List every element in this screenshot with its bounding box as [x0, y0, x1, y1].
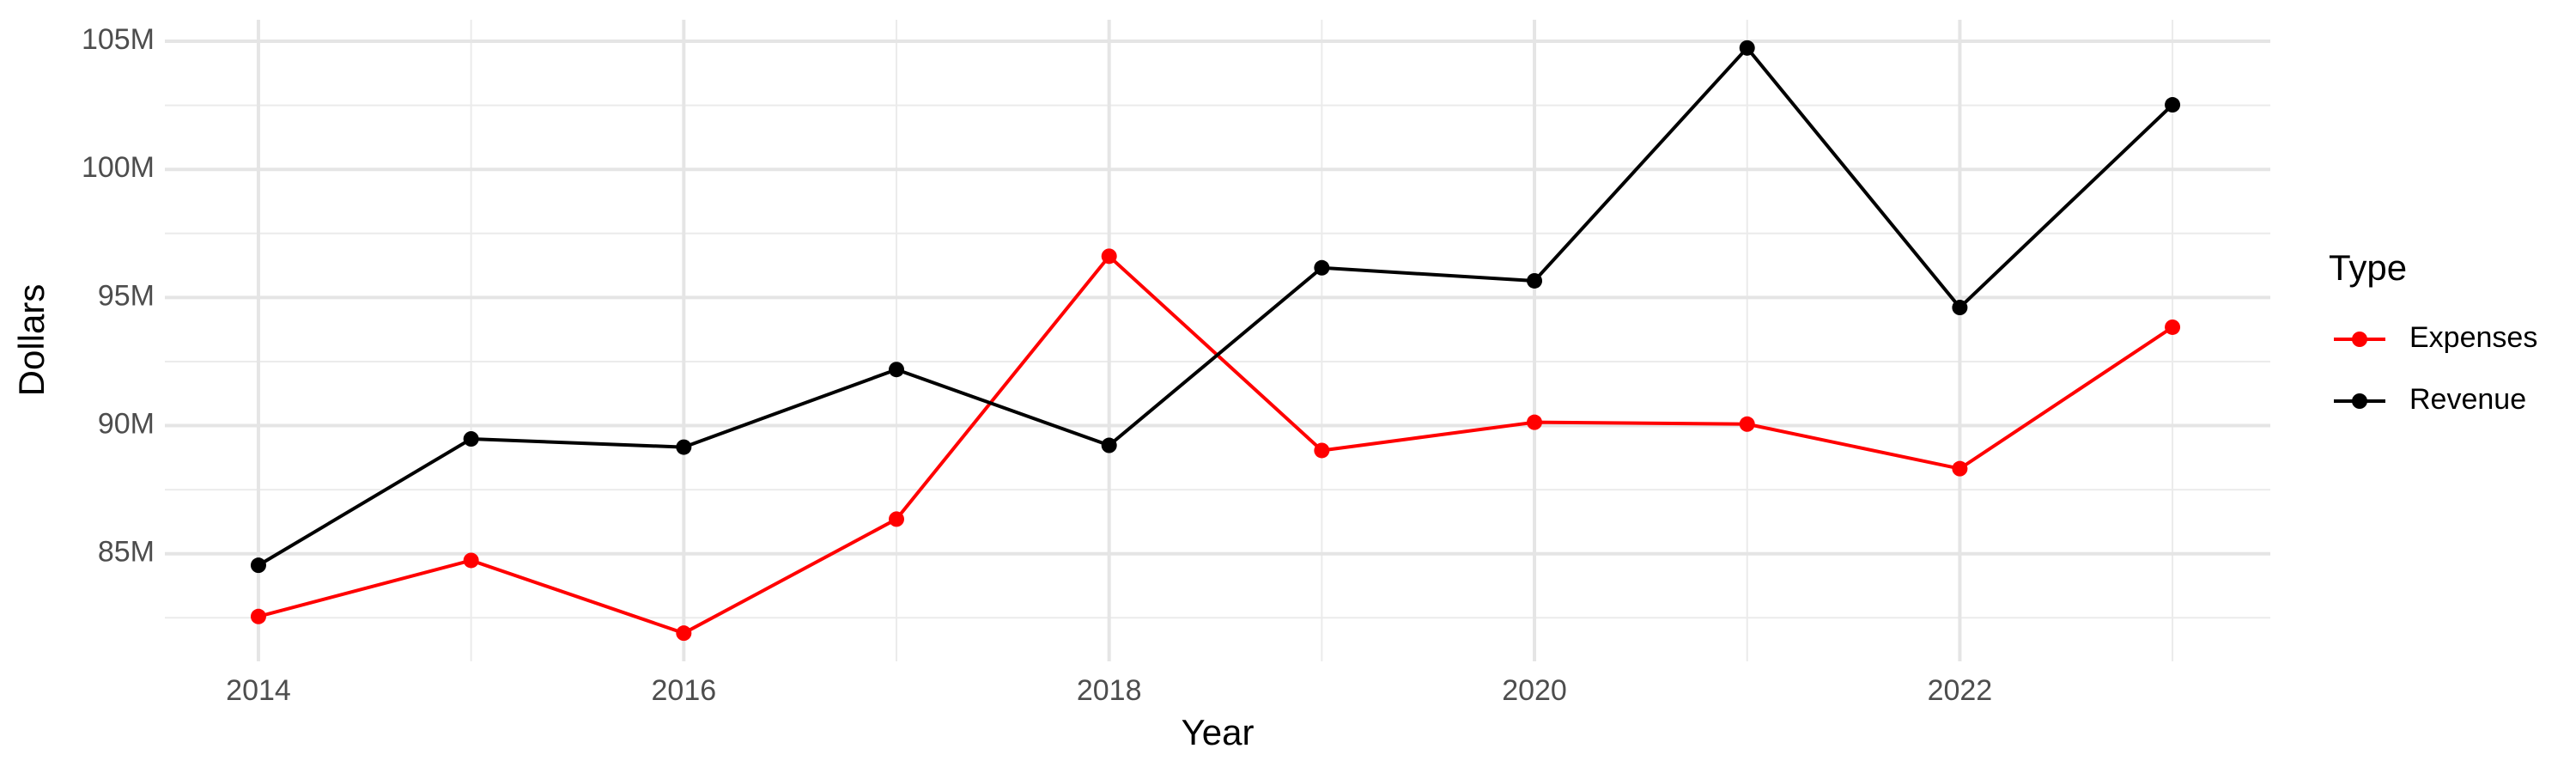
data-point [1527, 414, 1543, 430]
data-point [1952, 460, 1968, 477]
legend-key-point [2352, 332, 2367, 347]
data-point [1527, 272, 1543, 289]
y-tick-label: 85M [98, 536, 155, 569]
legend-label: Expenses [2409, 321, 2537, 354]
data-point [676, 625, 692, 642]
data-point [2165, 97, 2181, 113]
y-tick-label: 90M [98, 408, 155, 441]
data-point [250, 608, 266, 624]
x-tick-label: 2016 [652, 674, 717, 707]
x-tick-label: 2014 [226, 674, 291, 707]
y-axis-title: Dollars [11, 284, 52, 397]
x-tick-label: 2022 [1928, 674, 1993, 707]
y-tick-label: 95M [98, 279, 155, 312]
y-tick-label: 100M [82, 151, 155, 184]
x-axis-title: Year [1182, 712, 1255, 752]
series-line [258, 253, 2174, 636]
legend-key-point [2352, 393, 2367, 409]
data-point [1739, 40, 1755, 56]
data-point [463, 552, 479, 569]
data-point [2165, 319, 2181, 335]
data-point [889, 511, 905, 527]
data-point [889, 362, 905, 378]
x-tick-label: 2018 [1077, 674, 1142, 707]
y-tick-label: 105M [82, 23, 155, 56]
data-point [1739, 416, 1755, 432]
data-point [250, 557, 266, 574]
data-point [1952, 300, 1968, 316]
data-point [1101, 248, 1117, 265]
data-point [676, 439, 692, 455]
legend-title: Type [2329, 247, 2407, 288]
x-tick-label: 2020 [1502, 674, 1567, 707]
series-line [257, 45, 2174, 567]
data-point [463, 431, 479, 447]
data-point [1314, 259, 1330, 276]
legend-label: Revenue [2409, 383, 2526, 416]
data-point [1314, 442, 1330, 459]
grid [165, 20, 2270, 661]
data-point [1101, 437, 1117, 453]
